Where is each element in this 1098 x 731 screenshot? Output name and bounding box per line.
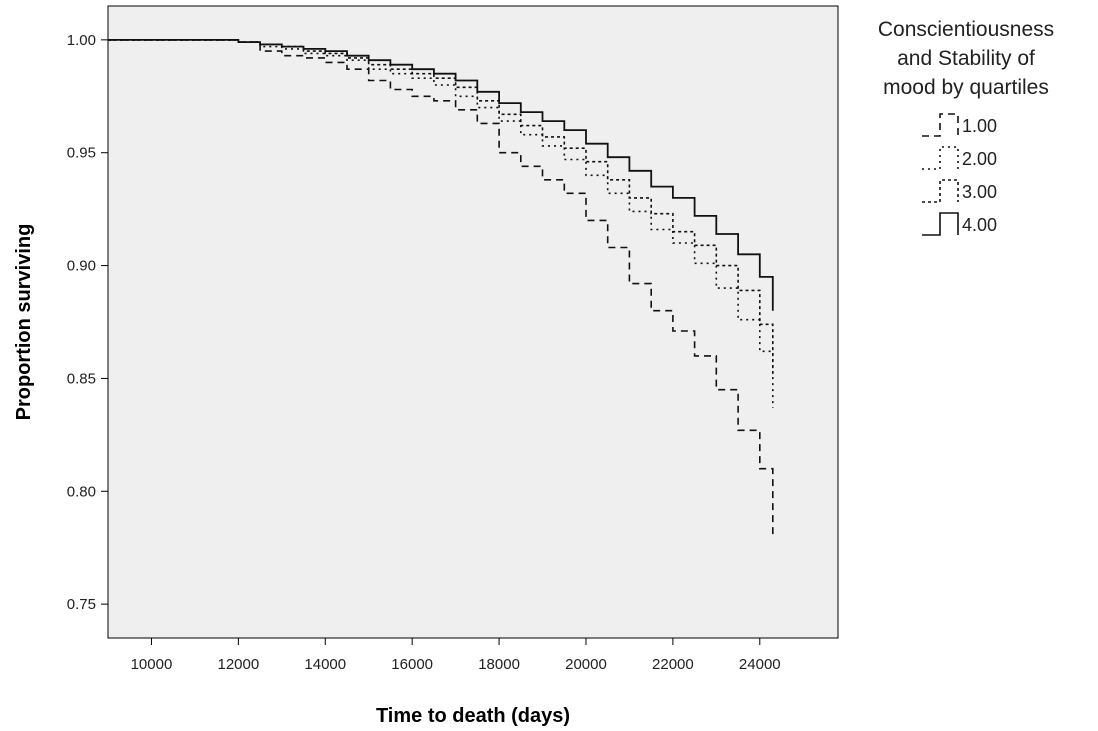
y-axis-title: Proportion surviving [13,224,35,421]
legend-swatch [922,146,959,170]
x-tick-label: 12000 [217,656,259,673]
legend-title-line-2: and Stability of [897,47,1035,70]
legend-label: 2.00 [962,149,997,169]
x-axis: 10000 12000 14000 16000 18000 20000 22000 24000 [131,638,781,673]
legend: Conscientiousness and Stability of mood … [878,18,1054,236]
series-3-line [108,39,774,374]
x-tick-label: 14000 [304,656,346,673]
legend-label: 1.00 [962,116,997,136]
x-tick-label: 18000 [478,656,520,673]
y-tick-label: 0.80 [67,483,96,500]
y-tick-label: 0.95 [67,145,96,162]
y-tick-label: 0.90 [67,258,96,275]
x-tick-label: 10000 [131,656,173,673]
y-tick-label: 1.00 [67,32,96,49]
x-tick-label: 24000 [739,656,781,673]
x-tick-label: 20000 [565,656,607,673]
series-2-line [108,39,774,408]
legend-label: 4.00 [962,215,997,235]
y-tick-label: 0.85 [67,370,96,387]
legend-swatch [922,212,959,236]
legend-item-3: 3.00 [922,179,997,203]
plot-area [107,5,839,639]
legend-item-2: 2.00 [922,146,997,170]
legend-item-4: 4.00 [922,212,997,236]
legend-title-line-1: Conscientiousness [878,18,1054,41]
legend-label: 3.00 [962,182,997,202]
series-1-line [108,39,774,539]
series-4-line [108,39,774,311]
legend-title-line-3: mood by quartiles [883,76,1049,99]
series-layer [108,39,774,539]
y-tick-label: 0.75 [67,596,96,613]
x-tick-label: 16000 [391,656,433,673]
legend-item-1: 1.00 [922,113,997,137]
y-axis: 0.75 0.80 0.85 0.90 0.95 1.00 [67,32,108,613]
x-axis-title: Time to death (days) [376,705,570,727]
legend-swatch [922,179,959,203]
legend-swatch [922,113,959,137]
x-tick-label: 22000 [652,656,694,673]
legend-items: 1.00 2.00 3.00 4.00 [922,113,997,236]
